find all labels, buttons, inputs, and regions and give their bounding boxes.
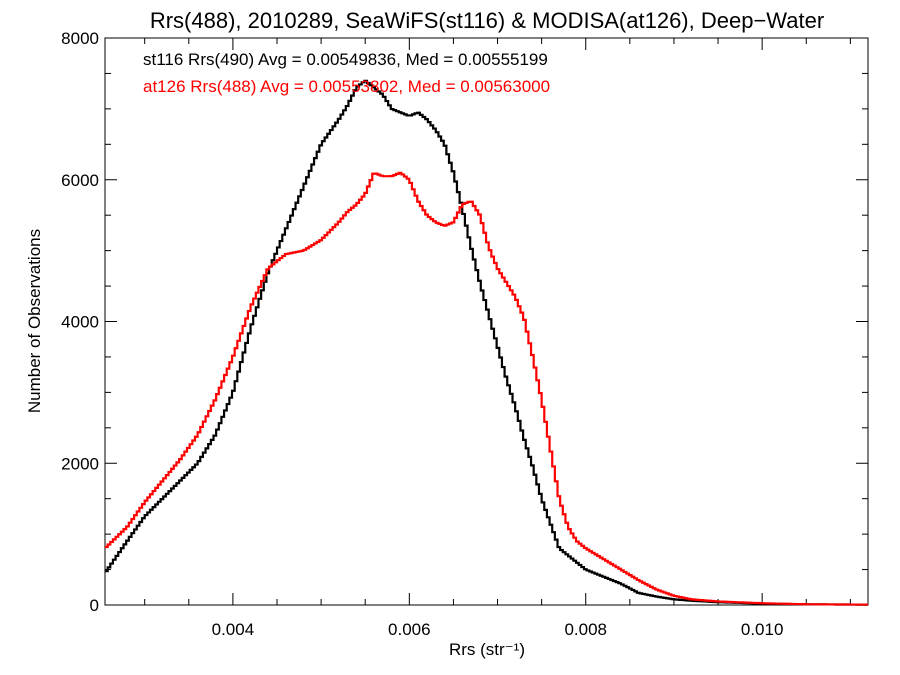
x-axis-label: Rrs (str⁻¹) bbox=[449, 640, 525, 659]
y-tick-label: 6000 bbox=[61, 171, 99, 190]
x-tick-label: 0.008 bbox=[564, 620, 607, 639]
series-line-at126 bbox=[105, 171, 869, 606]
legend-st116: st116 Rrs(490) Avg = 0.00549836, Med = 0… bbox=[143, 50, 548, 69]
y-tick-label: 4000 bbox=[61, 313, 99, 332]
axis-tick-labels: 0.004 0.006 0.008 0.010 0 2000 4000 6000 8000 bbox=[61, 29, 783, 639]
y-tick-label: 8000 bbox=[61, 29, 99, 48]
series-group bbox=[105, 79, 869, 606]
y-tick-label: 0 bbox=[90, 596, 99, 615]
y-tick-label: 2000 bbox=[61, 454, 99, 473]
series-line-st116 bbox=[105, 79, 869, 606]
legend-at126: at126 Rrs(488) Avg = 0.00553802, Med = 0… bbox=[143, 77, 550, 96]
chart-title: Rrs(488), 2010289, SeaWiFS(st116) & MODI… bbox=[150, 8, 824, 33]
x-tick-label: 0.004 bbox=[212, 620, 255, 639]
axis-ticks bbox=[105, 37, 868, 606]
y-axis-label: Number of Observations bbox=[25, 229, 44, 413]
x-tick-label: 0.010 bbox=[741, 620, 784, 639]
plot-frame bbox=[104, 37, 869, 606]
x-tick-label: 0.006 bbox=[388, 620, 431, 639]
